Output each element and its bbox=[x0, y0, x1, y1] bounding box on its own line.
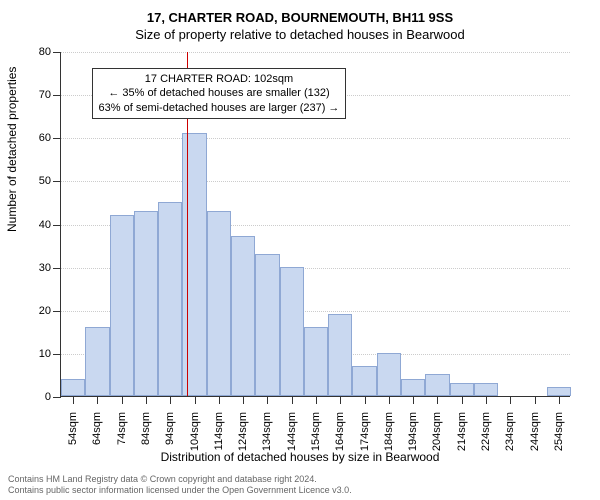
histogram-bar bbox=[85, 327, 109, 396]
histogram-bar bbox=[425, 374, 449, 396]
x-tick-label: 74sqm bbox=[116, 412, 128, 445]
grid-line bbox=[61, 181, 570, 182]
x-tick bbox=[389, 396, 390, 404]
annotation-line: ← 35% of detached houses are smaller (13… bbox=[99, 86, 340, 100]
y-tick-label: 10 bbox=[39, 348, 51, 360]
x-tick bbox=[122, 396, 123, 404]
histogram-bar bbox=[328, 314, 352, 396]
x-tick bbox=[462, 396, 463, 404]
x-tick bbox=[146, 396, 147, 404]
x-tick bbox=[73, 396, 74, 404]
grid-line bbox=[61, 52, 570, 53]
x-tick bbox=[170, 396, 171, 404]
chart-area: 0102030405060708054sqm64sqm74sqm84sqm94s… bbox=[60, 52, 570, 397]
y-tick bbox=[53, 95, 61, 96]
x-tick-label: 154sqm bbox=[310, 412, 322, 451]
x-tick bbox=[195, 396, 196, 404]
annotation-line: 63% of semi-detached houses are larger (… bbox=[99, 101, 340, 115]
histogram-bar bbox=[134, 211, 158, 396]
x-tick bbox=[365, 396, 366, 404]
x-tick bbox=[413, 396, 414, 404]
x-tick bbox=[97, 396, 98, 404]
x-tick-label: 214sqm bbox=[456, 412, 468, 451]
histogram-bar bbox=[474, 383, 498, 396]
x-axis-title: Distribution of detached houses by size … bbox=[0, 450, 600, 464]
y-tick bbox=[53, 181, 61, 182]
x-tick-label: 64sqm bbox=[91, 412, 103, 445]
x-tick bbox=[437, 396, 438, 404]
x-tick-label: 244sqm bbox=[529, 412, 541, 451]
histogram-bar bbox=[401, 379, 425, 396]
x-tick bbox=[243, 396, 244, 404]
x-tick bbox=[340, 396, 341, 404]
x-tick bbox=[535, 396, 536, 404]
x-tick-label: 224sqm bbox=[480, 412, 492, 451]
plot-region: 0102030405060708054sqm64sqm74sqm84sqm94s… bbox=[60, 52, 570, 397]
y-tick bbox=[53, 268, 61, 269]
x-tick bbox=[559, 396, 560, 404]
x-tick-label: 164sqm bbox=[334, 412, 346, 451]
y-tick bbox=[53, 397, 61, 398]
x-tick-label: 194sqm bbox=[407, 412, 419, 451]
y-tick-label: 70 bbox=[39, 89, 51, 101]
histogram-bar bbox=[450, 383, 474, 396]
histogram-bar bbox=[110, 215, 134, 396]
y-tick-label: 20 bbox=[39, 305, 51, 317]
x-tick bbox=[486, 396, 487, 404]
chart-title-main: 17, CHARTER ROAD, BOURNEMOUTH, BH11 9SS bbox=[0, 0, 600, 25]
annotation-box: 17 CHARTER ROAD: 102sqm← 35% of detached… bbox=[92, 68, 347, 119]
x-tick bbox=[219, 396, 220, 404]
chart-title-sub: Size of property relative to detached ho… bbox=[0, 25, 600, 42]
histogram-bar bbox=[280, 267, 304, 396]
histogram-bar bbox=[158, 202, 182, 396]
x-tick-label: 134sqm bbox=[261, 412, 273, 451]
footer-line1: Contains HM Land Registry data © Crown c… bbox=[8, 474, 592, 485]
x-tick-label: 124sqm bbox=[237, 412, 249, 451]
histogram-bar bbox=[377, 353, 401, 396]
annotation-line: 17 CHARTER ROAD: 102sqm bbox=[99, 72, 340, 86]
histogram-bar bbox=[547, 387, 571, 396]
y-tick bbox=[53, 354, 61, 355]
histogram-bar bbox=[207, 211, 231, 396]
histogram-bar bbox=[304, 327, 328, 396]
x-tick-label: 104sqm bbox=[189, 412, 201, 451]
footer-attribution: Contains HM Land Registry data © Crown c… bbox=[8, 474, 592, 496]
y-tick-label: 60 bbox=[39, 132, 51, 144]
x-tick-label: 84sqm bbox=[140, 412, 152, 445]
x-tick-label: 234sqm bbox=[504, 412, 516, 451]
x-tick bbox=[316, 396, 317, 404]
x-tick-label: 204sqm bbox=[431, 412, 443, 451]
x-tick-label: 174sqm bbox=[359, 412, 371, 451]
histogram-bar bbox=[352, 366, 376, 396]
x-tick-label: 184sqm bbox=[383, 412, 395, 451]
y-tick-label: 30 bbox=[39, 262, 51, 274]
y-tick bbox=[53, 225, 61, 226]
y-tick bbox=[53, 138, 61, 139]
footer-line2: Contains public sector information licen… bbox=[8, 485, 592, 496]
y-tick bbox=[53, 52, 61, 53]
y-tick-label: 0 bbox=[45, 391, 51, 403]
y-tick-label: 50 bbox=[39, 175, 51, 187]
histogram-bar bbox=[231, 236, 255, 396]
x-tick bbox=[510, 396, 511, 404]
y-tick-label: 40 bbox=[39, 219, 51, 231]
y-axis-title: Number of detached properties bbox=[5, 67, 19, 232]
x-tick-label: 254sqm bbox=[553, 412, 565, 451]
histogram-bar bbox=[61, 379, 85, 396]
x-tick bbox=[267, 396, 268, 404]
histogram-bar bbox=[255, 254, 279, 396]
x-tick-label: 54sqm bbox=[67, 412, 79, 445]
grid-line bbox=[61, 138, 570, 139]
x-tick-label: 114sqm bbox=[213, 412, 225, 450]
histogram-bar bbox=[182, 133, 206, 396]
y-tick-label: 80 bbox=[39, 46, 51, 58]
y-tick bbox=[53, 311, 61, 312]
x-tick-label: 94sqm bbox=[164, 412, 176, 445]
x-tick-label: 144sqm bbox=[286, 412, 298, 451]
x-tick bbox=[292, 396, 293, 404]
